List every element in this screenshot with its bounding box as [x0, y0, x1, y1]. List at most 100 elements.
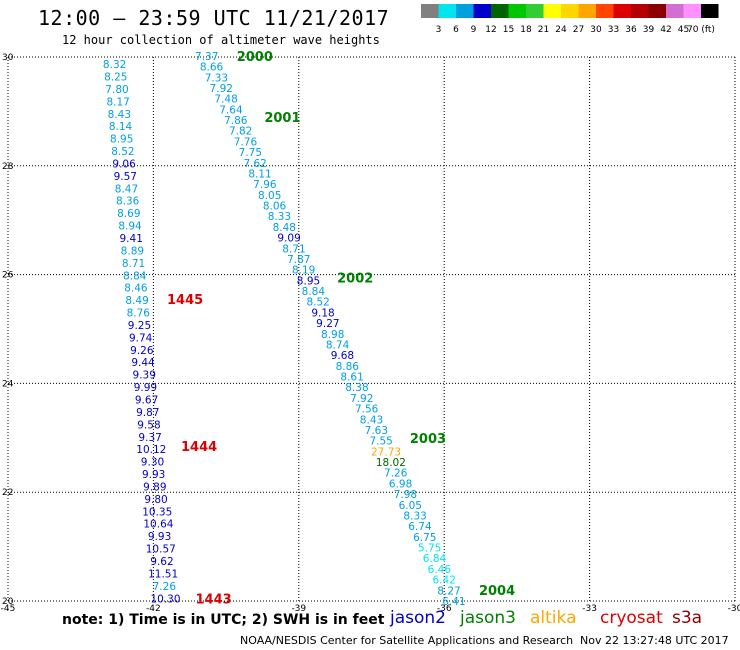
wave-height-value: 8.19 [292, 265, 315, 277]
colorbar-label: 24 [555, 25, 567, 35]
colorbar-swatch [491, 4, 509, 18]
y-tick-label: 30 [2, 53, 14, 63]
wave-height-value: 8.36 [116, 196, 140, 208]
wave-height-value: 9.41 [120, 233, 143, 245]
wave-height-value: 6.46 [428, 564, 452, 576]
wave-height-value: 10.57 [146, 544, 176, 556]
wave-height-value: 7.86 [224, 115, 248, 127]
wave-height-value: 10.35 [142, 506, 172, 518]
wave-height-value: 9.09 [277, 233, 300, 245]
wave-height-value: 8.84 [302, 286, 326, 298]
wave-height-value: 8.38 [345, 382, 368, 394]
colorbar-swatch [631, 4, 649, 18]
wave-height-value: 7.96 [253, 179, 277, 191]
colorbar-label: 3 [436, 25, 442, 35]
page-title: 12:00 — 23:59 UTC 11/21/2017 [38, 6, 390, 30]
wave-height-value: 9.80 [144, 494, 167, 506]
colorbar-label: 15 [503, 25, 514, 35]
wave-height-value: 6.84 [423, 553, 447, 565]
legend-jason3: jason3 [460, 608, 516, 628]
legend-cryosat: cryosat [600, 608, 663, 628]
wave-height-value: 7.76 [234, 136, 258, 148]
wave-height-value: 6.75 [413, 532, 436, 544]
wave-height-value: 6.41 [442, 596, 465, 608]
y-tick-label: 28 [2, 162, 14, 172]
colorbar-swatch [666, 4, 684, 18]
credit-text: NOAA/NESDIS Center for Satellite Applica… [240, 634, 574, 647]
wave-height-value: 8.14 [109, 121, 133, 133]
colorbar-swatch [648, 4, 666, 18]
wave-height-value: 8.48 [273, 222, 296, 234]
colorbar-swatch [526, 4, 544, 18]
wave-height-value: 7.82 [229, 126, 252, 138]
wave-height-value: 7.56 [355, 404, 379, 416]
colorbar-swatch [543, 4, 561, 18]
pass-time-label: 1444 [181, 440, 217, 455]
wave-height-value: 27.73 [371, 446, 401, 458]
wave-height-value: 8.66 [200, 62, 224, 74]
pass-time-label: 1445 [167, 293, 203, 308]
wave-height-value: 7.64 [219, 104, 243, 116]
wave-height-value: 7.63 [365, 425, 388, 437]
wave-height-value: 8.25 [104, 71, 127, 83]
wave-height-value: 9.57 [114, 171, 137, 183]
wave-height-value: 8.43 [108, 109, 131, 121]
wave-height-value: 8.49 [125, 295, 148, 307]
colorbar-swatch [578, 4, 596, 18]
track-1: 7.378.667.337.927.487.647.867.827.767.75… [195, 50, 515, 608]
colorbar-label: 42 [660, 25, 671, 35]
wave-height-value: 7.48 [214, 94, 237, 106]
y-tick-label: 20 [2, 597, 14, 607]
wave-height-value: 9.87 [136, 407, 159, 419]
pass-time-label: 2001 [264, 111, 300, 126]
wave-height-value: 7.37 [195, 51, 218, 63]
wave-height-value: 7.92 [210, 83, 233, 95]
wave-height-value: 7.26 [384, 468, 408, 480]
colorbar-swatch [421, 4, 439, 18]
wave-height-value: 7.33 [205, 72, 228, 84]
wave-height-value: 8.98 [321, 329, 344, 341]
wave-height-value: 8.86 [336, 361, 360, 373]
colorbar-label: 27 [573, 25, 584, 35]
wave-height-value: 6.98 [389, 478, 412, 490]
wave-height-value: 8.89 [121, 245, 144, 257]
wave-height-value: 8.43 [360, 414, 383, 426]
generated-timestamp: Nov 22 13:27:48 UTC 2017 [580, 634, 729, 647]
wave-height-value: 10.12 [136, 444, 166, 456]
colorbar-label: 18 [520, 25, 532, 35]
pass-time-label: 2000 [237, 50, 273, 65]
x-tick-label: -39 [291, 604, 306, 614]
pass-time-label: 2002 [337, 271, 373, 286]
colorbar-swatch [508, 4, 526, 18]
wave-height-value: 5.75 [418, 543, 441, 555]
x-tick-label: -30 [728, 604, 740, 614]
colorbar-swatch [456, 4, 474, 18]
wave-height-value: 8.94 [118, 221, 142, 233]
y-tick-label: 24 [2, 379, 14, 389]
colorbar-label: 6 [453, 25, 459, 35]
colorbar-label: 21 [538, 25, 549, 35]
wave-height-value: 9.93 [142, 469, 165, 481]
wave-height-value: 10.64 [143, 519, 173, 531]
wave-height-value: 7.75 [239, 147, 262, 159]
wave-height-value: 8.69 [117, 208, 140, 220]
wave-height-value: 8.32 [103, 59, 126, 71]
wave-height-value: 7.26 [153, 581, 177, 593]
wave-height-value: 10.30 [150, 593, 180, 605]
colorbar-label: 70 (ft) [687, 25, 715, 35]
wave-height-value: 9.89 [143, 481, 166, 493]
wave-height-value: 8.76 [127, 308, 151, 320]
wave-height-value: 8.52 [111, 146, 134, 158]
wave-height-value: 11.51 [148, 568, 178, 580]
legend-jason2: jason2 [390, 608, 446, 628]
wave-height-value: 8.27 [437, 585, 460, 597]
wave-height-value: 8.61 [340, 372, 363, 384]
colorbar-label: 45 [678, 25, 689, 35]
wave-height-value: 9.58 [137, 419, 160, 431]
wave-height-value: 8.05 [258, 190, 281, 202]
wave-height-value: 7.92 [350, 393, 373, 405]
wave-height-value: 9.37 [138, 432, 161, 444]
wave-height-value: 8.33 [403, 510, 426, 522]
wave-height-value: 7.87 [287, 254, 310, 266]
pass-time-label: 1443 [196, 592, 232, 607]
